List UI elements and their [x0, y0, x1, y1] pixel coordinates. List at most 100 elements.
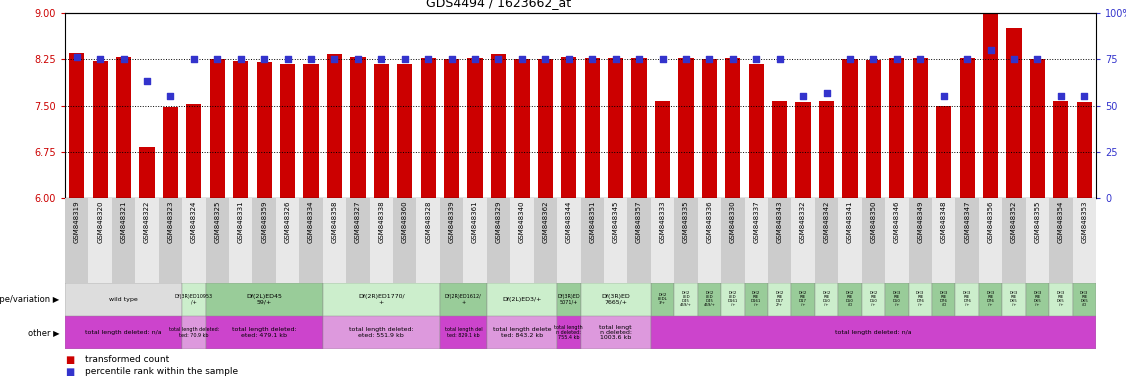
Text: GSM848348: GSM848348	[940, 200, 947, 243]
Bar	[890, 58, 904, 198]
Bar	[978, 283, 1002, 316]
Text: GSM848360: GSM848360	[402, 200, 408, 243]
Point	[583, 56, 601, 62]
Point	[419, 56, 437, 62]
Point	[466, 56, 484, 62]
Text: GSM848356: GSM848356	[988, 200, 993, 243]
Text: Df(2
LEDL
3/+: Df(2 LEDL 3/+	[658, 293, 668, 306]
Bar	[159, 198, 182, 283]
Bar	[206, 316, 323, 349]
Text: Df(2
RIE
D50
/+: Df(2 RIE D50 /+	[822, 291, 831, 308]
Bar	[744, 283, 768, 316]
Bar	[1053, 101, 1069, 198]
Text: Df(2
LED
D161
/+: Df(2 LED D161 /+	[727, 291, 738, 308]
Text: GSM848344: GSM848344	[565, 200, 572, 243]
Point	[302, 56, 320, 62]
Text: total length deleted: n/a: total length deleted: n/a	[86, 330, 162, 335]
Text: total length
n deleted:
755.4 kb: total length n deleted: 755.4 kb	[554, 324, 583, 340]
Bar	[838, 283, 861, 316]
Bar	[467, 58, 483, 198]
Text: GSM848341: GSM848341	[847, 200, 854, 243]
Point	[232, 56, 250, 62]
Text: GSM848329: GSM848329	[495, 200, 501, 243]
Text: GSM848352: GSM848352	[1011, 200, 1017, 243]
Text: GSM848320: GSM848320	[97, 200, 104, 243]
Bar	[69, 53, 84, 198]
Text: genotype/variation ▶: genotype/variation ▶	[0, 295, 60, 304]
Text: Df(2R)ED1770/
+: Df(2R)ED1770/ +	[358, 294, 404, 305]
Bar	[768, 198, 792, 283]
Text: GSM848324: GSM848324	[191, 200, 197, 243]
Bar	[276, 198, 300, 283]
Point	[911, 56, 929, 62]
Bar	[959, 58, 975, 198]
Bar	[186, 104, 202, 198]
Point	[278, 56, 296, 62]
Point	[395, 56, 413, 62]
Point	[161, 93, 179, 99]
Text: GSM848342: GSM848342	[823, 200, 830, 243]
Bar	[721, 198, 744, 283]
Bar	[655, 101, 670, 198]
Text: wild type: wild type	[109, 297, 138, 302]
Bar	[1002, 198, 1026, 283]
Bar	[932, 283, 955, 316]
Bar	[557, 198, 581, 283]
Point	[794, 93, 812, 99]
Bar	[515, 59, 529, 198]
Bar	[632, 58, 646, 198]
Bar	[1073, 283, 1096, 316]
Bar	[792, 198, 815, 283]
Bar	[627, 198, 651, 283]
Point	[841, 56, 859, 62]
Point	[490, 56, 508, 62]
Bar	[861, 198, 885, 283]
Bar	[140, 147, 154, 198]
Bar	[749, 64, 763, 198]
Bar	[440, 316, 486, 349]
Bar	[206, 283, 323, 316]
Point	[982, 47, 1000, 53]
Text: total length deleted:
eted: 479.1 kb: total length deleted: eted: 479.1 kb	[232, 327, 296, 338]
Text: GSM848325: GSM848325	[214, 200, 221, 243]
Bar	[772, 101, 787, 198]
Point	[865, 56, 883, 62]
Bar	[440, 283, 486, 316]
Bar	[323, 198, 346, 283]
Text: GSM848357: GSM848357	[636, 200, 642, 243]
Point	[1006, 56, 1024, 62]
Bar	[674, 198, 698, 283]
Text: Df(3
RIE
D65
/+: Df(3 RIE D65 /+	[1056, 291, 1065, 308]
Point	[607, 56, 625, 62]
Bar	[1076, 103, 1092, 198]
Text: GSM848345: GSM848345	[613, 200, 618, 243]
Text: Df(2R)ED1612/
+: Df(2R)ED1612/ +	[445, 294, 482, 305]
Text: total length deleted:
ted: 70.9 kb: total length deleted: ted: 70.9 kb	[169, 327, 220, 338]
Bar	[701, 59, 717, 198]
Bar	[983, 13, 998, 198]
Bar	[721, 283, 744, 316]
Bar	[557, 283, 581, 316]
Bar	[440, 198, 463, 283]
Text: GSM848338: GSM848338	[378, 200, 384, 243]
Point	[677, 56, 695, 62]
Bar	[866, 60, 881, 198]
Bar	[397, 64, 412, 198]
Text: GSM848327: GSM848327	[355, 200, 361, 243]
Bar	[932, 198, 955, 283]
Bar	[327, 54, 342, 198]
Text: total lengt
n deleted:
1003.6 kb: total lengt n deleted: 1003.6 kb	[599, 324, 632, 340]
Bar	[978, 198, 1002, 283]
Text: Df(2L)ED3/+: Df(2L)ED3/+	[502, 297, 542, 302]
Bar	[768, 283, 792, 316]
Bar	[417, 198, 440, 283]
Text: Df(3
RIE
D65
/D: Df(3 RIE D65 /D	[1080, 291, 1089, 308]
Text: GSM848331: GSM848331	[238, 200, 243, 243]
Text: Df(3
RIE
D76
/+: Df(3 RIE D76 /+	[986, 291, 994, 308]
Text: GSM848350: GSM848350	[870, 200, 876, 243]
Text: Df(3
RIE
D65
/+: Df(3 RIE D65 /+	[1010, 291, 1018, 308]
Text: Df(3R)ED
5071/+: Df(3R)ED 5071/+	[557, 294, 580, 305]
Text: GSM848359: GSM848359	[261, 200, 267, 243]
Bar	[744, 198, 768, 283]
Point	[325, 56, 343, 62]
